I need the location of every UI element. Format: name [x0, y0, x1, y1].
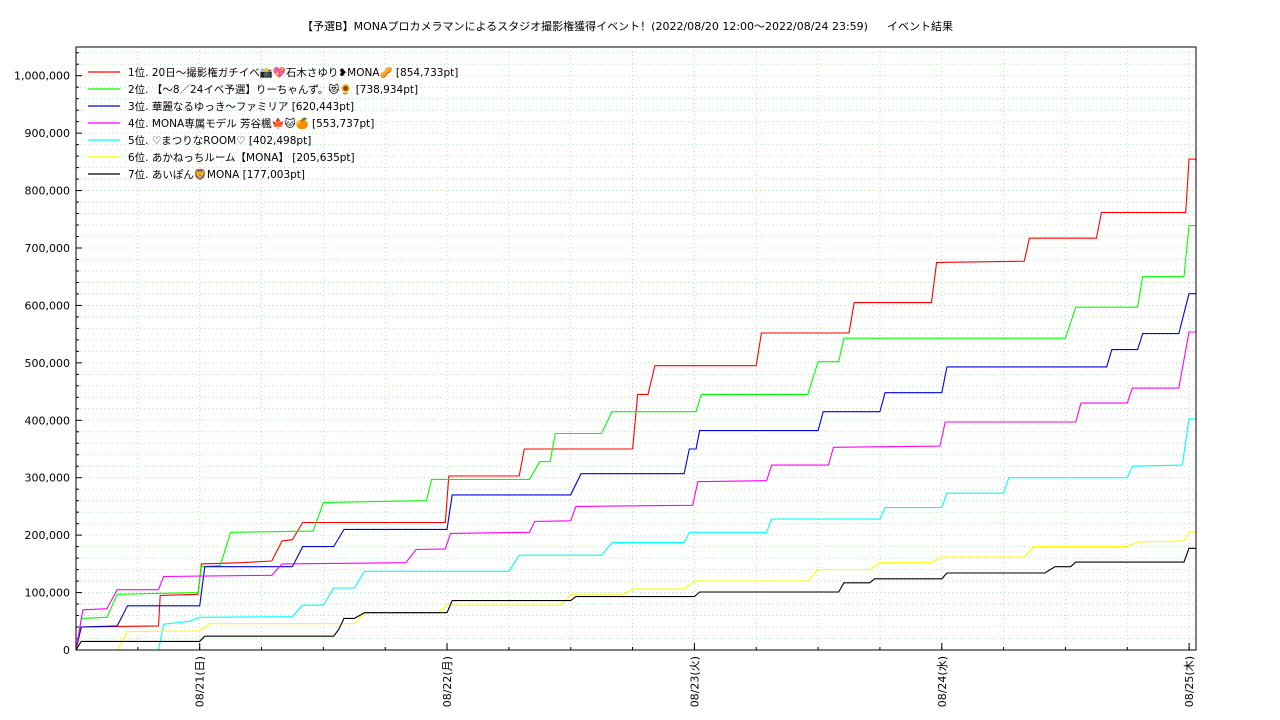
series-line	[75, 547, 1196, 651]
series-lines	[75, 158, 1196, 651]
y-tick-label: 800,000	[25, 185, 71, 198]
legend-label: 3位. 華麗なるゆっき〜ファミリア [620,443pt]	[128, 100, 354, 113]
series-line	[76, 418, 1196, 651]
x-tick-label: 08/22(月)	[441, 656, 454, 707]
legend-label: 7位. あいぽん🦁MONA [177,003pt]	[128, 168, 305, 181]
series-line	[75, 225, 1196, 651]
legend: 1位. 20日〜撮影権ガチイベ📸💖石木さゆり❥MONA🥜 [854,733pt]…	[88, 65, 458, 181]
legend-label: 2位. 【〜8／24イベ予選】りーちゃんず。😻🌻 [738,934pt]	[128, 83, 418, 96]
plot-frame	[75, 46, 1197, 651]
legend-label: 1位. 20日〜撮影権ガチイベ📸💖石木さゆり❥MONA🥜 [854,733pt]	[128, 65, 458, 79]
x-tick-label: 08/23(火)	[688, 656, 701, 707]
y-tick-label: 200,000	[25, 529, 71, 542]
legend-label: 4位. MONA専属モデル 芳谷楓🍁🐱🍊 [553,737pt]	[128, 117, 374, 130]
grid	[76, 47, 1196, 651]
x-tick-label: 08/25(木)	[1183, 656, 1196, 707]
x-axis: 08/21(日) 08/22(月) 08/23(火) 08/24(水) 08/25(木)	[137, 643, 1196, 707]
y-tick-label: 0	[63, 644, 70, 657]
chart-subtitle: イベント結果	[887, 19, 953, 33]
y-tick-label: 300,000	[25, 472, 71, 485]
series-line	[75, 158, 1196, 651]
y-tick-label: 500,000	[25, 357, 71, 370]
y-tick-label: 400,000	[25, 414, 71, 427]
legend-label: 6位. あかねっちルーム【MONA】 [205,635pt]	[128, 151, 355, 164]
y-tick-label: 1,000,000	[14, 70, 70, 83]
y-tick-label: 100,000	[25, 587, 71, 600]
series-line	[75, 293, 1196, 651]
y-tick-label: 700,000	[25, 242, 71, 255]
series-line	[76, 531, 1196, 651]
x-tick-label: 08/21(日)	[194, 656, 207, 707]
legend-label: 5位. ♡まつりなROOM♡ [402,498pt]	[128, 134, 311, 147]
y-axis: 0 100,000 200,000 300,000 400,000 500,000 600,…	[14, 52, 82, 657]
x-tick-label: 08/24(水)	[936, 656, 949, 707]
chart-title: 【予選B】MONAプロカメラマンによるスタジオ撮影権獲得イベント！(2022/0…	[302, 19, 868, 33]
series-line	[75, 331, 1196, 651]
y-tick-label: 900,000	[25, 127, 71, 140]
y-tick-label: 600,000	[25, 299, 71, 312]
